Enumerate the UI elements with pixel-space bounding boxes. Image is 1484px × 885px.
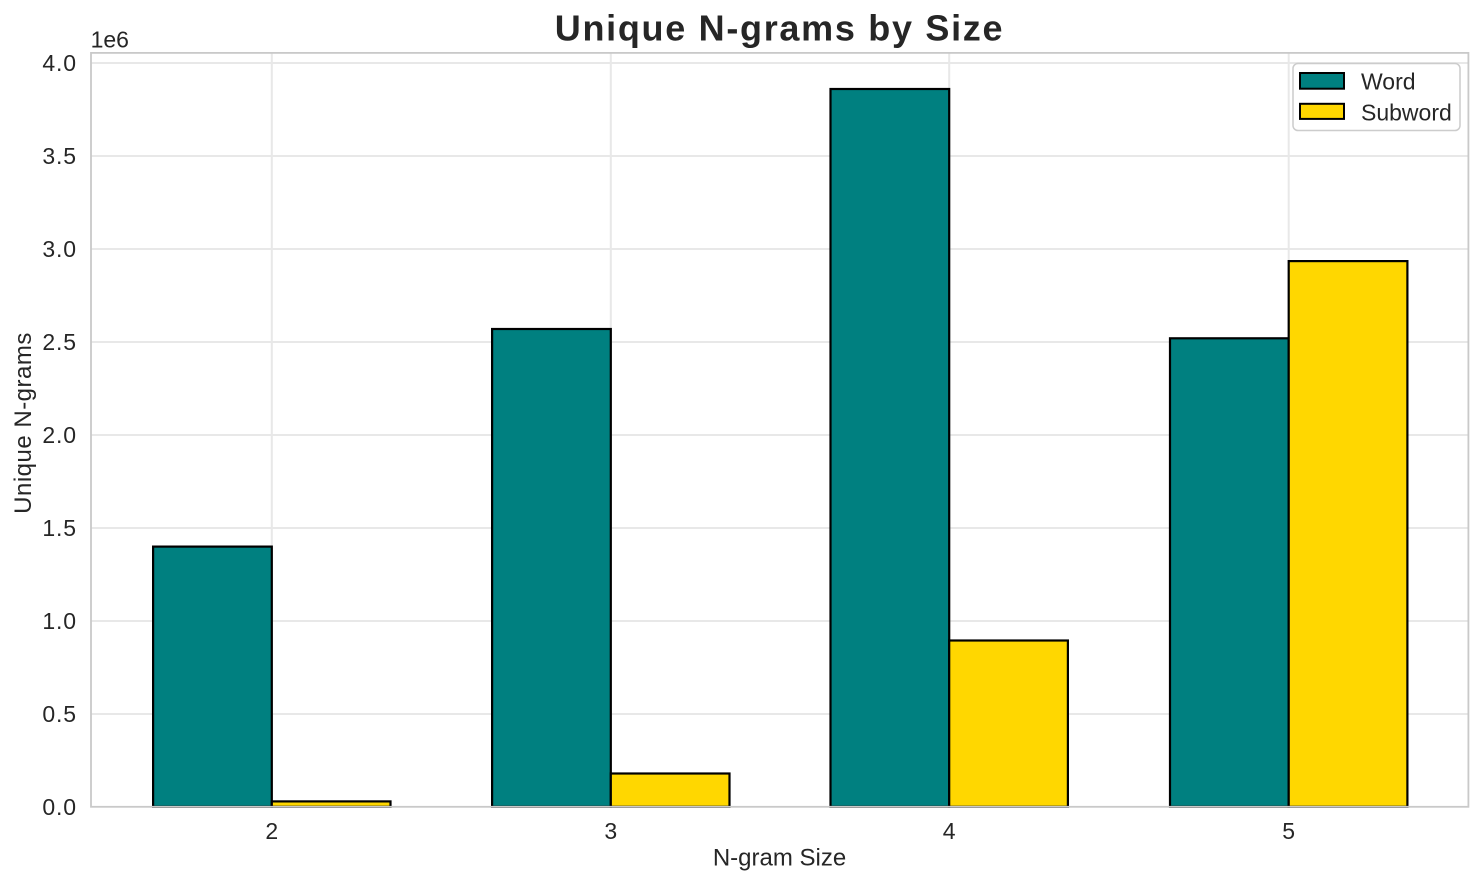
- svg-text:2.5: 2.5: [42, 329, 77, 355]
- svg-text:3.5: 3.5: [42, 143, 77, 169]
- svg-text:4: 4: [943, 818, 956, 844]
- svg-text:1.5: 1.5: [42, 515, 77, 541]
- svg-text:2.0: 2.0: [42, 422, 77, 448]
- svg-text:Subword: Subword: [1361, 99, 1452, 125]
- svg-text:5: 5: [1282, 818, 1295, 844]
- svg-text:3: 3: [604, 818, 617, 844]
- svg-text:Word: Word: [1361, 69, 1416, 95]
- svg-text:4.0: 4.0: [42, 50, 77, 76]
- svg-text:Unique N-grams by Size: Unique N-grams by Size: [555, 8, 1004, 49]
- svg-text:3.0: 3.0: [42, 236, 77, 262]
- svg-text:0.0: 0.0: [42, 794, 77, 820]
- svg-text:0.5: 0.5: [42, 701, 77, 727]
- svg-text:Unique N-grams: Unique N-grams: [10, 332, 37, 514]
- svg-text:N-gram Size: N-gram Size: [713, 845, 846, 872]
- svg-text:2: 2: [265, 818, 278, 844]
- svg-text:1.0: 1.0: [42, 608, 77, 634]
- svg-text:1e6: 1e6: [91, 27, 129, 53]
